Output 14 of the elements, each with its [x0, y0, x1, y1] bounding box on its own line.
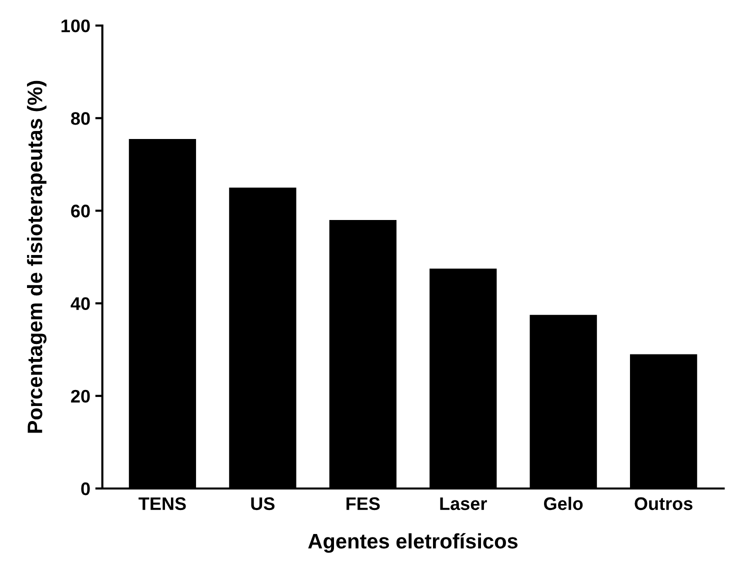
y-axis-title: Porcentagem de fisioterapeutas (%) — [27, 80, 47, 433]
x-tick-label: Laser — [440, 497, 487, 510]
x-tick-label: TENS — [138, 497, 186, 510]
y-tick-label: 0 — [81, 482, 90, 496]
x-tick-label: FES — [346, 497, 380, 510]
x-tick-label: Gelo — [544, 496, 583, 510]
y-tick-label: 20 — [71, 390, 90, 403]
y-tick-label: 100 — [62, 19, 90, 32]
x-tick-label: Outros — [634, 497, 692, 510]
y-tick-label: 60 — [71, 204, 90, 218]
x-axis-title: Agentes eletrofísicos — [308, 533, 518, 553]
y-tick-label: 40 — [70, 297, 90, 310]
y-tick-label: 80 — [71, 112, 90, 125]
x-tick-label: US — [251, 497, 275, 510]
